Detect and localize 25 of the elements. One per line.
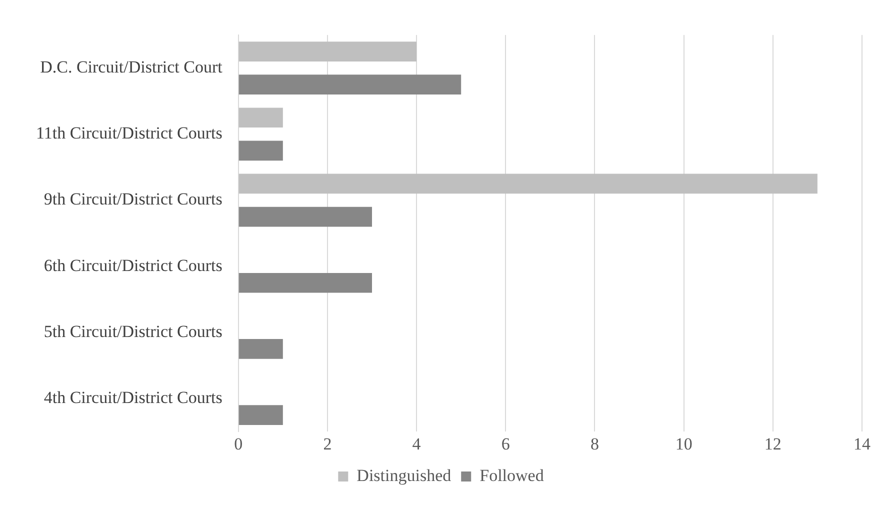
y-tick-label: 11th Circuit/District Courts (36, 124, 222, 143)
bar (238, 206, 372, 227)
y-tick-label: 5th Circuit/District Courts (44, 322, 222, 341)
y-tick-label: 6th Circuit/District Courts (44, 256, 222, 275)
x-tick-label: 8 (590, 434, 599, 454)
x-tick-label: 2 (323, 434, 332, 454)
x-tick-label: 0 (234, 434, 243, 454)
bar (238, 42, 417, 62)
x-tick-label: 14 (854, 434, 871, 454)
bar (238, 140, 283, 161)
legend-label: Distinguished (356, 466, 452, 485)
y-tick-label: D.C. Circuit/District Court (40, 58, 223, 77)
bar (238, 174, 818, 194)
bar (238, 272, 372, 293)
legend-label: Followed (480, 466, 544, 485)
bar (238, 405, 283, 425)
x-tick-label: 4 (412, 434, 422, 454)
bar (238, 74, 462, 94)
x-tick-label: 6 (501, 434, 510, 454)
bar (238, 108, 283, 128)
y-tick-label: 4th Circuit/District Courts (44, 388, 222, 408)
x-tick-label: 10 (675, 434, 692, 454)
y-tick-label: 9th Circuit/District Courts (44, 190, 222, 209)
x-tick-label: 12 (764, 434, 782, 454)
bar (238, 339, 283, 359)
